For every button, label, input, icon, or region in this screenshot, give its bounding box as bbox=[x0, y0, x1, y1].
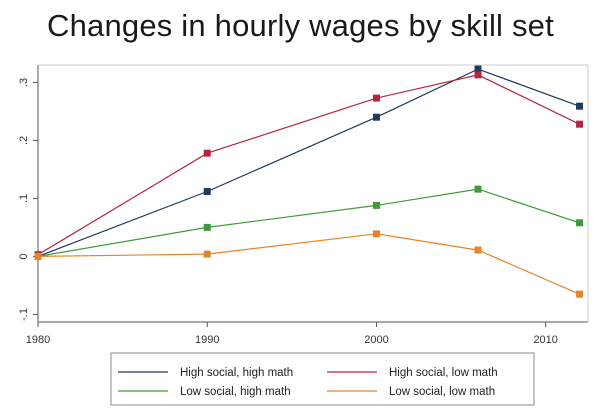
y-tick-label: -.1 bbox=[18, 308, 30, 321]
legend-item: Low social, high math bbox=[118, 386, 291, 398]
data-point bbox=[576, 120, 584, 128]
legend-item: High social, low math bbox=[327, 367, 498, 379]
data-point bbox=[372, 201, 380, 209]
series-2 bbox=[34, 71, 584, 259]
legend-label: High social, low math bbox=[389, 367, 498, 379]
data-point bbox=[203, 250, 211, 258]
y-tick-label: .2 bbox=[18, 136, 30, 145]
data-point bbox=[372, 230, 380, 238]
legend-label: Low social, low math bbox=[389, 386, 495, 398]
x-tick-label: 2010 bbox=[533, 334, 557, 346]
series-3 bbox=[34, 185, 584, 260]
data-point bbox=[372, 113, 380, 121]
legend-item: Low social, low math bbox=[327, 386, 495, 398]
legend-item: High social, high math bbox=[118, 367, 293, 379]
x-tick-label: 2000 bbox=[364, 334, 388, 346]
axes: -.1 0 .1 .2 .3 1980 1990 2000 2010 bbox=[18, 64, 589, 346]
x-tick-label: 1980 bbox=[26, 334, 50, 346]
data-point bbox=[576, 290, 584, 298]
data-point bbox=[203, 187, 211, 195]
data-point bbox=[203, 223, 211, 231]
y-tick-label: .3 bbox=[18, 78, 30, 87]
data-point bbox=[576, 219, 584, 227]
series-1 bbox=[34, 65, 584, 260]
series-line bbox=[37, 68, 580, 257]
legend-label: High social, high math bbox=[180, 367, 293, 379]
data-point bbox=[203, 149, 211, 157]
data-point bbox=[474, 65, 482, 73]
y-tick-label: .1 bbox=[18, 194, 30, 203]
series-4 bbox=[34, 230, 584, 298]
series-layer bbox=[34, 65, 584, 298]
data-point bbox=[576, 102, 584, 110]
chart-title: Changes in hourly wages by skill set bbox=[47, 8, 554, 43]
legend: High social, high math High social, low m… bbox=[110, 352, 535, 406]
data-point bbox=[474, 71, 482, 79]
series-line bbox=[37, 188, 580, 257]
series-line bbox=[37, 74, 580, 256]
legend-label: Low social, high math bbox=[180, 386, 291, 398]
y-tick-label: 0 bbox=[18, 253, 30, 259]
data-point bbox=[474, 246, 482, 254]
legend-box bbox=[110, 352, 535, 406]
x-tick-label: 1990 bbox=[195, 334, 219, 346]
data-point bbox=[372, 94, 380, 102]
data-point bbox=[34, 252, 42, 260]
data-point bbox=[474, 185, 482, 193]
